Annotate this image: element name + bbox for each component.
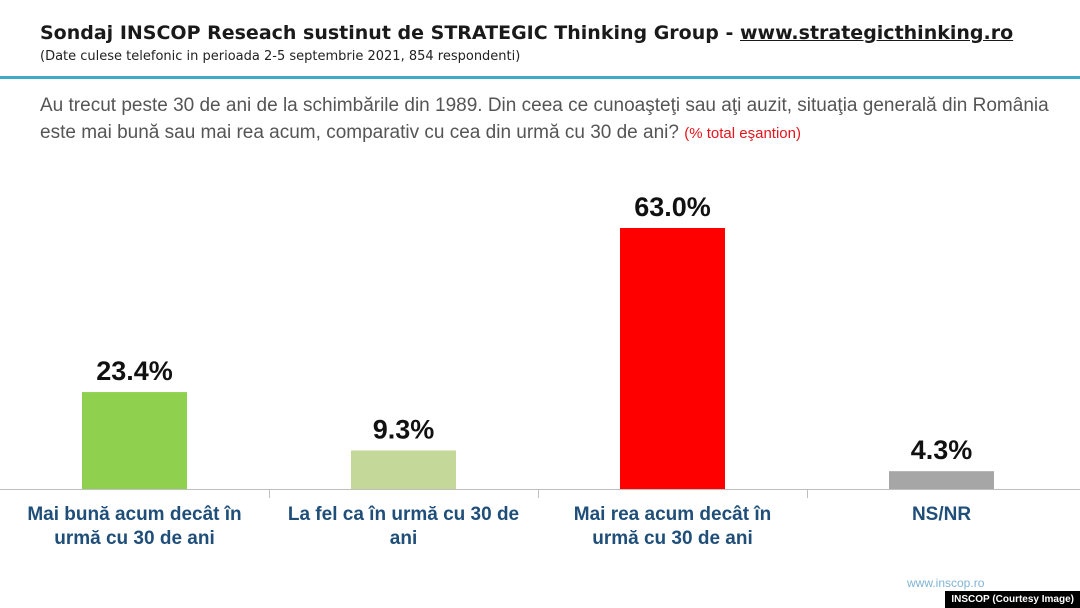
bar-4 [889, 471, 994, 489]
data-label-2: 9.3% [373, 414, 435, 444]
bar-chart: 23.4% Mai bună acum decât în urmă cu 30 de… [0, 192, 1080, 549]
data-label-3: 63.0% [634, 192, 711, 222]
data-label-4: 4.3% [911, 435, 973, 465]
bar-2 [351, 450, 456, 489]
category-label-4: NS/NR [912, 504, 971, 525]
question-text: Au trecut peste 30 de ani de la schimbăr… [40, 95, 1049, 143]
category-label-2: La fel ca în urmă cu 30 de ani [288, 504, 519, 549]
data-label-1: 23.4% [96, 356, 173, 386]
survey-question: Au trecut peste 30 de ani de la schimbăr… [40, 92, 1050, 147]
image-credit: INSCOP (Courtesy Image) [945, 591, 1080, 608]
title-text: Sondaj INSCOP Reseach sustinut de STRATE… [40, 22, 740, 44]
footer-url[interactable]: www.inscop.ro [907, 576, 985, 590]
chart-title: Sondaj INSCOP Reseach sustinut de STRATE… [40, 22, 1013, 44]
bar-3 [620, 228, 725, 489]
question-note: (% total eşantion) [684, 125, 801, 142]
title-link[interactable]: www.strategicthinking.ro [739, 22, 1014, 44]
bar-1 [82, 392, 187, 489]
chart-subtitle: (Date culese telefonic in perioada 2-5 s… [40, 49, 521, 64]
category-label-1: Mai bună acum decât în urmă cu 30 de ani [27, 504, 241, 549]
category-label-3: Mai rea acum decât în urmă cu 30 de ani [574, 504, 771, 549]
header-divider [0, 76, 1080, 79]
